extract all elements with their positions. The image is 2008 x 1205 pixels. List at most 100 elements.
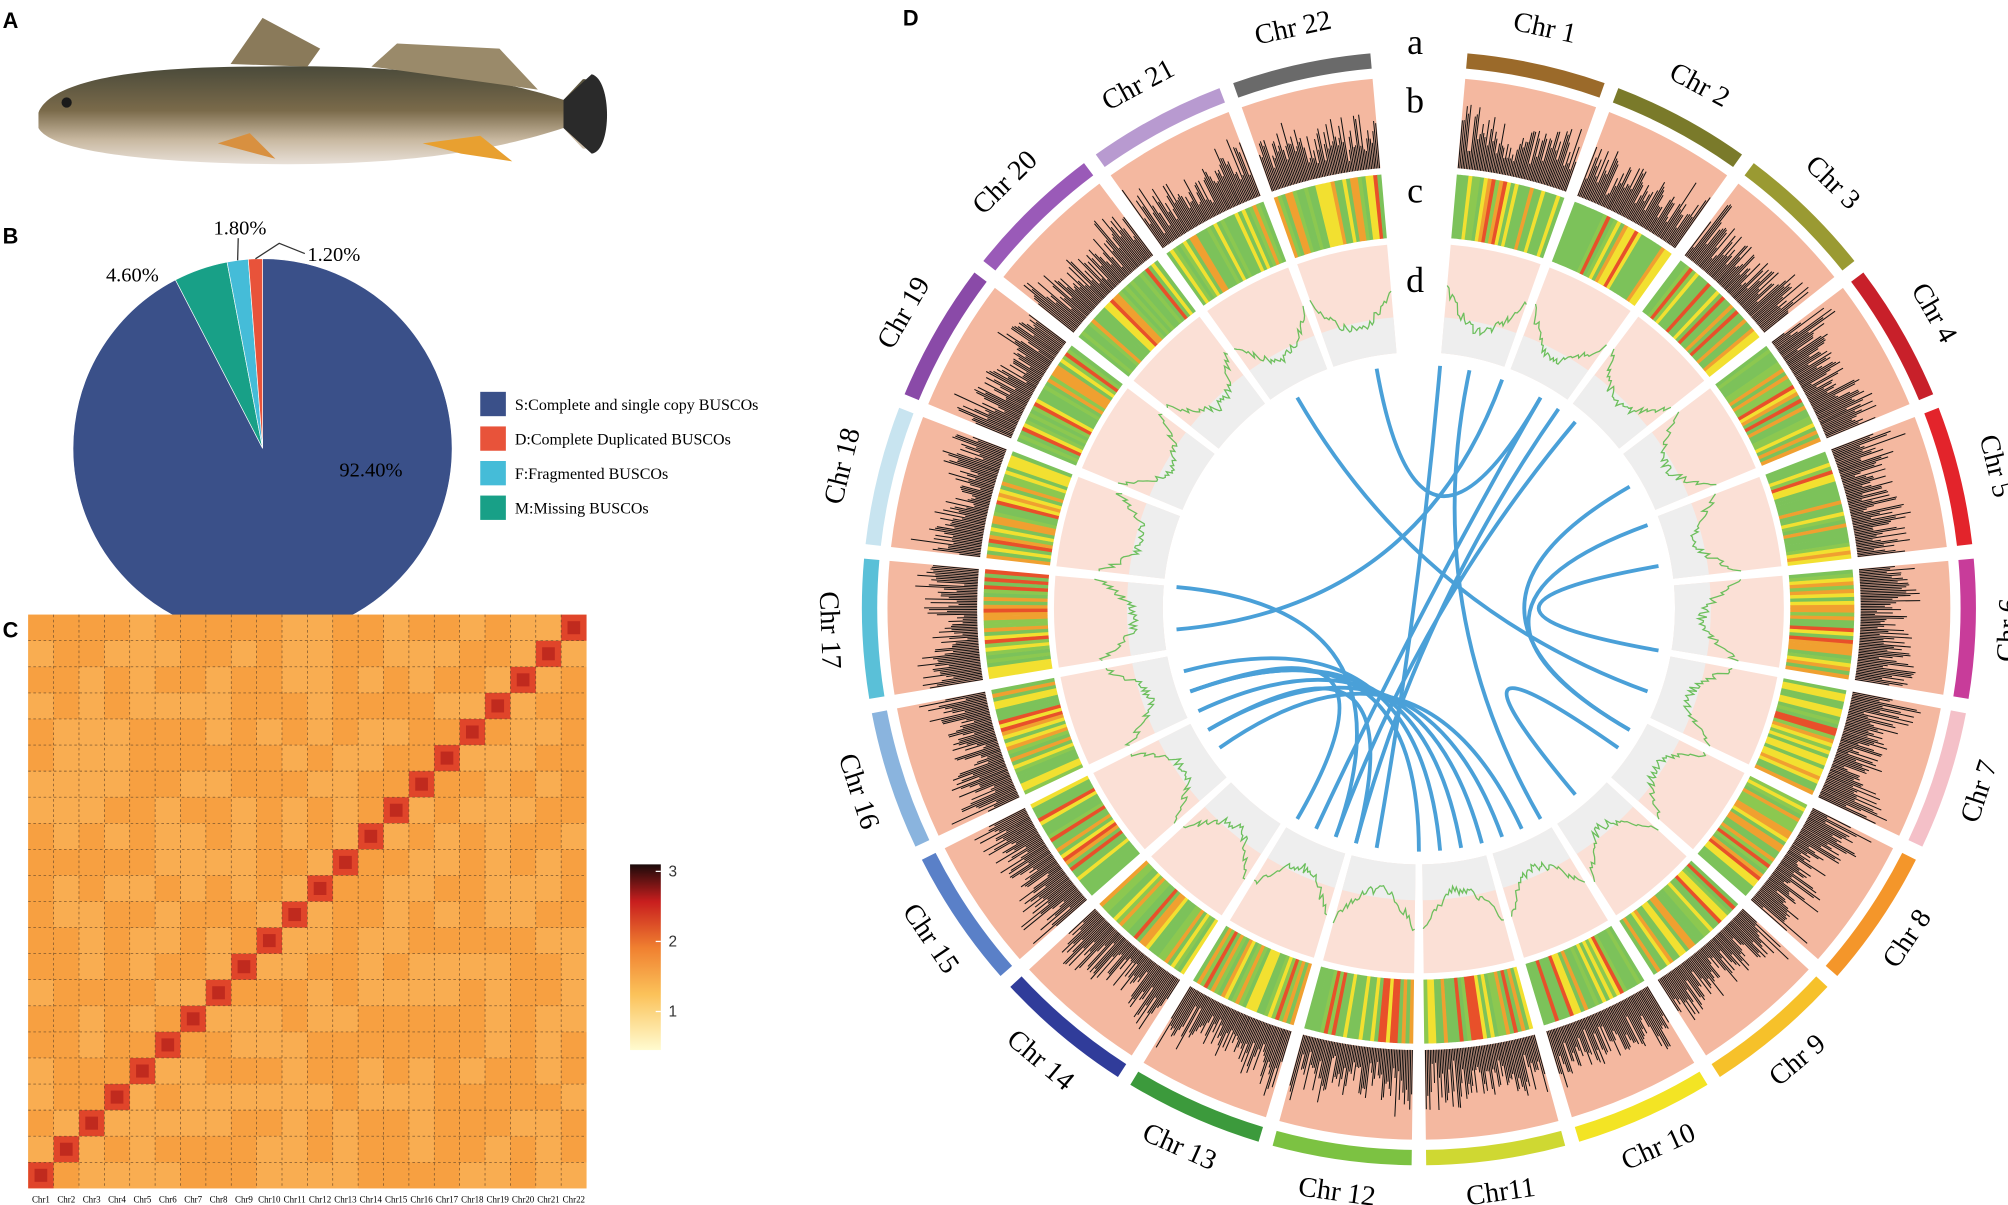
- heat-stripe: [986, 651, 1051, 664]
- heatmap-cell: [180, 927, 206, 954]
- heat-stripe: [1761, 748, 1822, 778]
- heat-stripe: [1585, 219, 1619, 279]
- chromosome-band: [1466, 53, 1605, 98]
- leader-line: [255, 242, 306, 260]
- heatmap-cell: [510, 640, 536, 667]
- heatmap-cell: [383, 1162, 409, 1189]
- heat-stripe: [1467, 176, 1481, 241]
- heatmap-cell: [282, 692, 308, 719]
- heat-stripe: [1241, 947, 1272, 1008]
- heatmap-cell: [332, 927, 359, 954]
- heat-stripe: [1076, 837, 1130, 881]
- heatmap-cell: [434, 927, 460, 954]
- heat-stripe: [1509, 967, 1530, 1031]
- heatmap-cell: [28, 692, 54, 719]
- heat-stripe: [1763, 742, 1825, 770]
- heatmap-cell: [28, 797, 54, 824]
- heat-stripe: [1121, 287, 1168, 338]
- heat-stripe: [1499, 969, 1519, 1034]
- heatmap-cell: [307, 640, 333, 667]
- heatmap-cell: [485, 1084, 511, 1111]
- heat-stripe: [1759, 433, 1820, 463]
- heat-stripe: [1023, 422, 1083, 454]
- heatmap-cell: [129, 614, 156, 641]
- heat-stripe: [1150, 262, 1194, 316]
- density-spikes: [915, 565, 983, 689]
- heat-stripe: [1318, 183, 1338, 247]
- heat-stripe: [1790, 600, 1855, 606]
- heatmap-cell: [408, 1057, 435, 1085]
- heat-stripe: [983, 621, 1048, 629]
- line-track-line: [1166, 351, 1233, 414]
- heat-stripe: [1199, 929, 1236, 987]
- heat-stripe: [1179, 242, 1218, 299]
- density-spikes: [1155, 986, 1292, 1096]
- heat-stripe: [1496, 970, 1515, 1035]
- heat-stripe: [1576, 214, 1608, 274]
- heatmap-cell: [535, 927, 562, 954]
- heat-stripe: [997, 496, 1061, 517]
- heatmap-cell: [485, 901, 511, 928]
- heatmap-cell: [383, 1005, 409, 1032]
- heat-stripe: [1744, 398, 1803, 433]
- heat-stripe: [983, 588, 1048, 596]
- heat-stripe: [1734, 378, 1791, 416]
- line-track-line: [1510, 860, 1586, 917]
- heatmap-cell: [535, 901, 562, 928]
- heat-stripe: [1789, 585, 1854, 593]
- heatmap-cell: [129, 797, 156, 824]
- x-tick-label: Chr2: [57, 1194, 75, 1204]
- heat-stripe: [1714, 830, 1769, 872]
- heat-stripe: [1650, 267, 1694, 320]
- heat-stripe: [1774, 710, 1838, 733]
- heat-stripe: [1330, 971, 1348, 1036]
- heatmap-cell: [282, 614, 308, 641]
- heatmap-cell: [180, 1031, 206, 1058]
- synteny-link: [1295, 396, 1649, 694]
- heat-stripe: [1289, 962, 1313, 1026]
- heat-stripe: [1008, 732, 1071, 759]
- heat-stripe: [1213, 222, 1247, 282]
- heatmap-cell: [307, 1110, 333, 1137]
- heatmap-cell: [180, 797, 206, 824]
- heat-stripe: [1267, 956, 1293, 1018]
- heat-stripe: [985, 641, 1050, 652]
- heat-stripe: [1369, 175, 1381, 240]
- heatmap-cell: [459, 1136, 486, 1163]
- heat-stripe: [1670, 287, 1717, 338]
- line-track-line: [1117, 413, 1178, 486]
- heatmap-cell: [332, 614, 359, 641]
- heatmap-cell: [434, 823, 460, 850]
- heatmap-cell: [78, 640, 105, 667]
- heatmap-cell: [561, 1005, 587, 1032]
- heatmap-cell: [408, 901, 435, 928]
- heatmap-cell: [231, 875, 257, 902]
- chromosome-label: Chr 22: [1252, 5, 1334, 52]
- x-tick-label: Chr18: [461, 1194, 484, 1204]
- heatmap-cell: [434, 875, 460, 902]
- heat-stripe: [1638, 905, 1680, 960]
- heat-stripe: [1454, 174, 1466, 239]
- heat-stripe: [991, 522, 1055, 539]
- heat-stripe: [1385, 978, 1394, 1043]
- heat-stripe: [1206, 932, 1242, 991]
- heat-stripe: [1464, 176, 1477, 241]
- heat-stripe: [1635, 907, 1677, 962]
- heat-stripe: [1731, 805, 1789, 843]
- diagonal-core: [542, 647, 555, 661]
- heat-stripe: [1051, 371, 1108, 410]
- heatmap-cell: [485, 849, 511, 876]
- heat-stripe: [1012, 742, 1074, 770]
- heat-stripe: [1404, 979, 1411, 1044]
- heat-stripe: [1646, 899, 1690, 953]
- heatmap-cell: [332, 771, 359, 798]
- heat-stripe: [994, 507, 1058, 526]
- heat-stripe: [1531, 960, 1556, 1024]
- heat-stripe: [1096, 312, 1147, 359]
- heat-stripe: [1032, 778, 1091, 812]
- density-spikes: [1657, 908, 1789, 1021]
- heat-stripe: [1614, 238, 1653, 295]
- heatmap-cell: [307, 1057, 333, 1085]
- x-tick-label: Chr13: [334, 1194, 357, 1204]
- heatmap-cell: [332, 823, 359, 850]
